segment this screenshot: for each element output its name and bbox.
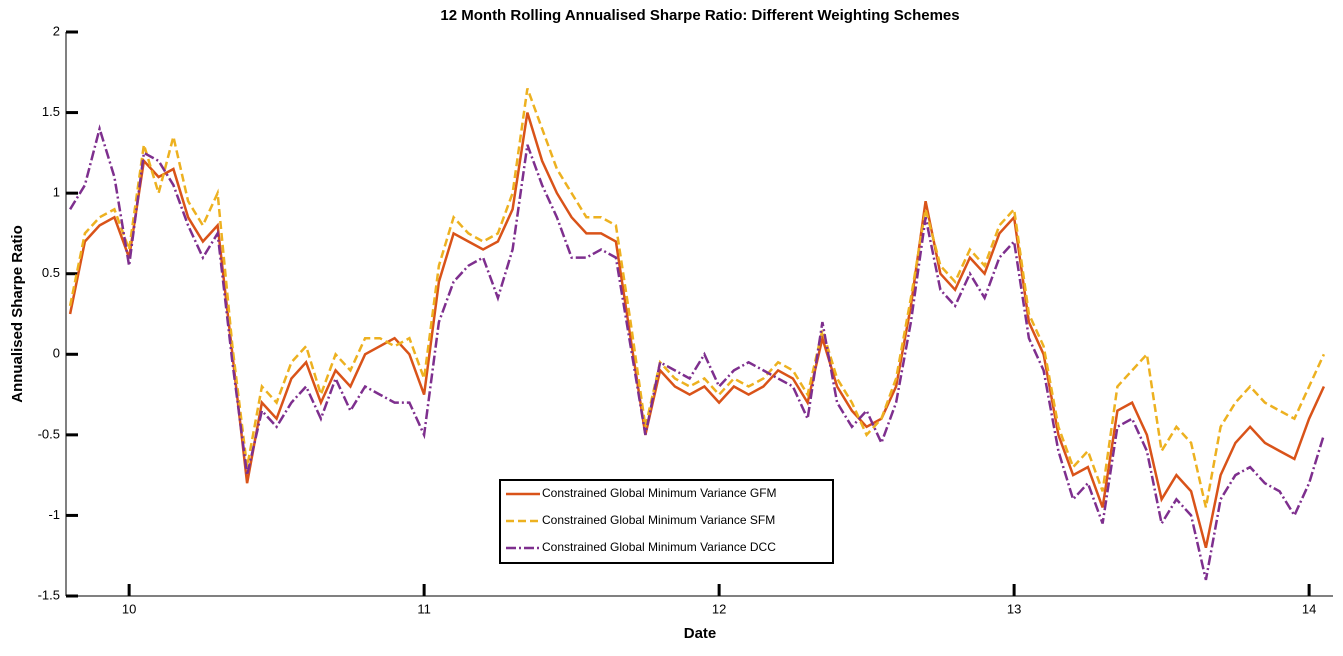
legend-label: Constrained Global Minimum Variance DCC <box>542 540 776 554</box>
y-tick-label: 1 <box>53 185 60 200</box>
x-tick-label: 14 <box>1302 601 1316 616</box>
y-tick-label: 0 <box>53 346 60 361</box>
y-tick-label: 1.5 <box>42 104 60 119</box>
line-series <box>68 112 1326 549</box>
legend-label: Constrained Global Minimum Variance SFM <box>542 513 775 527</box>
line-series <box>69 124 1326 581</box>
chart-title: 12 Month Rolling Annualised Sharpe Ratio… <box>440 7 959 24</box>
y-tick-label: -1.5 <box>38 587 60 602</box>
x-axis-label: Date <box>684 625 717 642</box>
x-tick-label: 13 <box>1007 601 1021 616</box>
y-tick-label: -0.5 <box>38 426 60 441</box>
x-tick-label: 11 <box>417 601 431 616</box>
y-tick-label: 2 <box>53 23 60 38</box>
x-tick-label: 12 <box>712 601 726 616</box>
line-series <box>68 87 1326 508</box>
legend-label: Constrained Global Minimum Variance GFM <box>542 486 777 500</box>
y-tick-label: 0.5 <box>42 265 60 280</box>
legend-box <box>499 479 834 564</box>
y-axis-label: Annualised Sharpe Ratio <box>9 225 26 403</box>
y-tick-label: -1 <box>48 507 60 522</box>
x-tick-label: 10 <box>122 601 136 616</box>
